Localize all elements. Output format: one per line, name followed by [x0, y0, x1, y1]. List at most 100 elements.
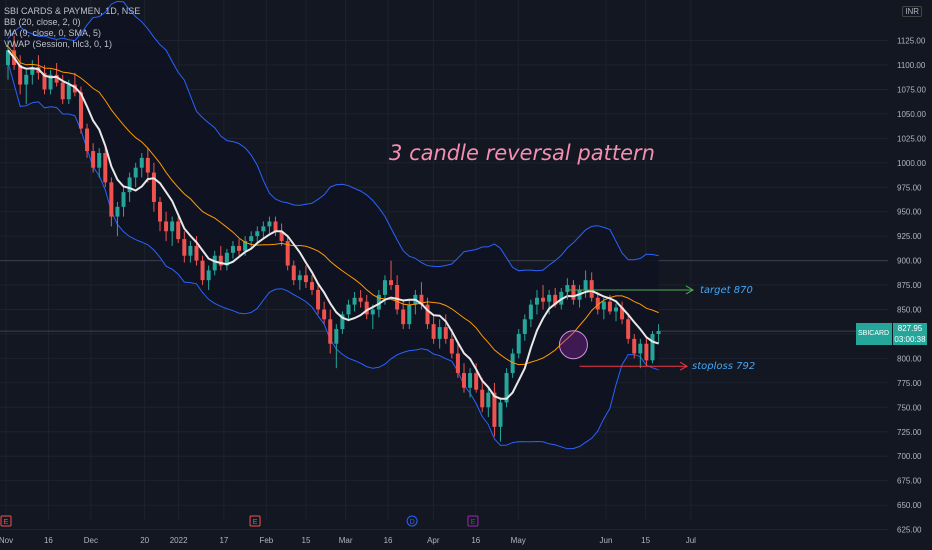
y-tick-label: 1125.00	[897, 37, 926, 46]
candle-body	[158, 201, 162, 222]
candle-body	[607, 301, 612, 312]
candle-body	[91, 151, 96, 168]
candle-body	[243, 241, 248, 251]
dividend-marker	[406, 515, 418, 527]
candle-body	[303, 275, 308, 283]
candle-body	[261, 226, 266, 232]
candle-body	[54, 74, 59, 83]
x-tick-label: Mar	[339, 536, 353, 545]
y-tick-label: 650.00	[897, 501, 922, 510]
candle-body	[510, 353, 515, 374]
candle-body	[498, 402, 503, 427]
y-tick-label: 750.00	[897, 403, 922, 412]
x-tick-label: 2022	[170, 536, 188, 545]
indicator-ma[interactable]: MA (9, close, 0, SMA, 5)	[4, 28, 102, 38]
y-tick-label: 1025.00	[897, 134, 926, 143]
y-tick-label: 675.00	[897, 477, 922, 486]
symbol-tag-label: SBICARD	[858, 330, 890, 337]
indicator-lines	[7, 46, 659, 400]
candle-body	[468, 373, 473, 388]
indicator-legend: SBI CARDS & PAYMEN, 1D, NSE BB (20, clos…	[4, 6, 140, 50]
candle-body	[443, 327, 448, 339]
indicator-vwap[interactable]: VWAP (Session, hlc3, 0, 1)	[4, 39, 113, 49]
stoploss-arrowhead	[679, 361, 689, 371]
symbol-line[interactable]: SBI CARDS & PAYMEN, 1D, NSE	[4, 6, 141, 16]
candle-body	[382, 280, 387, 295]
candle-body	[370, 309, 375, 315]
candle-body	[291, 265, 296, 281]
candle-body	[188, 245, 193, 256]
x-tick-label: 15	[302, 536, 311, 545]
x-tick-label: Dec	[84, 536, 98, 545]
candle-body	[437, 327, 442, 339]
candle-body	[297, 275, 302, 281]
candle-body	[182, 239, 187, 256]
candle-body	[109, 182, 114, 217]
candle-body	[60, 82, 65, 100]
x-tick-label: Nov	[0, 536, 13, 545]
y-tick-label: 850.00	[897, 306, 922, 315]
candle-body	[237, 245, 242, 251]
ma-line	[7, 49, 659, 400]
candle-body	[24, 74, 29, 85]
candle-body	[103, 153, 108, 183]
candle-body	[48, 74, 53, 90]
annotations-layer: 3 candle reversal pattern target 870 stopl…	[389, 141, 755, 372]
stoploss-label: stoploss 792	[692, 361, 755, 372]
price-axis[interactable]: 625.00 650.00 675.00 700.00 725.00 750.00 775.…	[897, 37, 926, 535]
indicator-bb[interactable]: BB (20, close, 2, 0)	[4, 17, 81, 27]
candle-body	[164, 221, 169, 232]
candle-body	[151, 172, 156, 202]
candle-body	[6, 50, 10, 65]
candle-body	[218, 255, 223, 266]
x-tick-label: May	[511, 536, 526, 545]
x-tick-label: Jun	[600, 536, 613, 545]
candle-body	[42, 72, 47, 90]
candle-body	[571, 285, 576, 300]
highlight-circle	[558, 330, 588, 360]
candle-body	[644, 343, 649, 361]
target-label: target 870	[700, 285, 753, 296]
candle-body	[328, 319, 333, 344]
x-tick-label: Apr	[427, 536, 440, 545]
candle-body	[267, 221, 272, 227]
y-tick-label: 925.00	[897, 232, 922, 241]
marker-letter: E	[4, 519, 9, 526]
candle-body	[547, 294, 552, 302]
marker-letter: E	[471, 519, 476, 526]
candle-body	[474, 373, 479, 390]
candle-body	[273, 221, 278, 232]
candle-body	[334, 329, 339, 344]
y-tick-label: 800.00	[897, 354, 922, 363]
candle-body	[200, 260, 205, 281]
last-price-value: 827.95	[897, 324, 923, 333]
candle-body	[389, 280, 394, 286]
candle-body	[656, 331, 661, 334]
candle-body	[255, 231, 260, 237]
candle-body	[486, 392, 491, 408]
candle-body	[589, 280, 594, 298]
earnings-marker	[249, 515, 261, 527]
x-tick-label: 16	[44, 536, 53, 545]
candle-body	[595, 297, 600, 310]
candle-body	[565, 285, 570, 292]
marker-letter: E	[253, 519, 258, 526]
candle-body	[316, 289, 321, 310]
vwap-line	[7, 46, 659, 366]
candle-body	[401, 309, 406, 325]
y-tick-label: 900.00	[897, 257, 922, 266]
time-axis[interactable]: Nov 16 Dec 20 2022 17 Feb 15 Mar 16 Apr 16 May Jun 15 J…	[0, 536, 696, 545]
candle-body	[279, 231, 284, 242]
candle-body	[127, 177, 132, 193]
candle-body	[407, 304, 412, 325]
candle-body	[30, 66, 35, 75]
y-tick-label: 625.00	[897, 526, 922, 535]
y-tick-label: 1050.00	[897, 110, 926, 119]
candle-body	[553, 294, 558, 305]
candle-body	[352, 297, 357, 305]
candle-body	[206, 270, 211, 281]
y-tick-label: 950.00	[897, 208, 922, 217]
candle-body	[492, 392, 497, 427]
candle-body	[626, 319, 631, 339]
